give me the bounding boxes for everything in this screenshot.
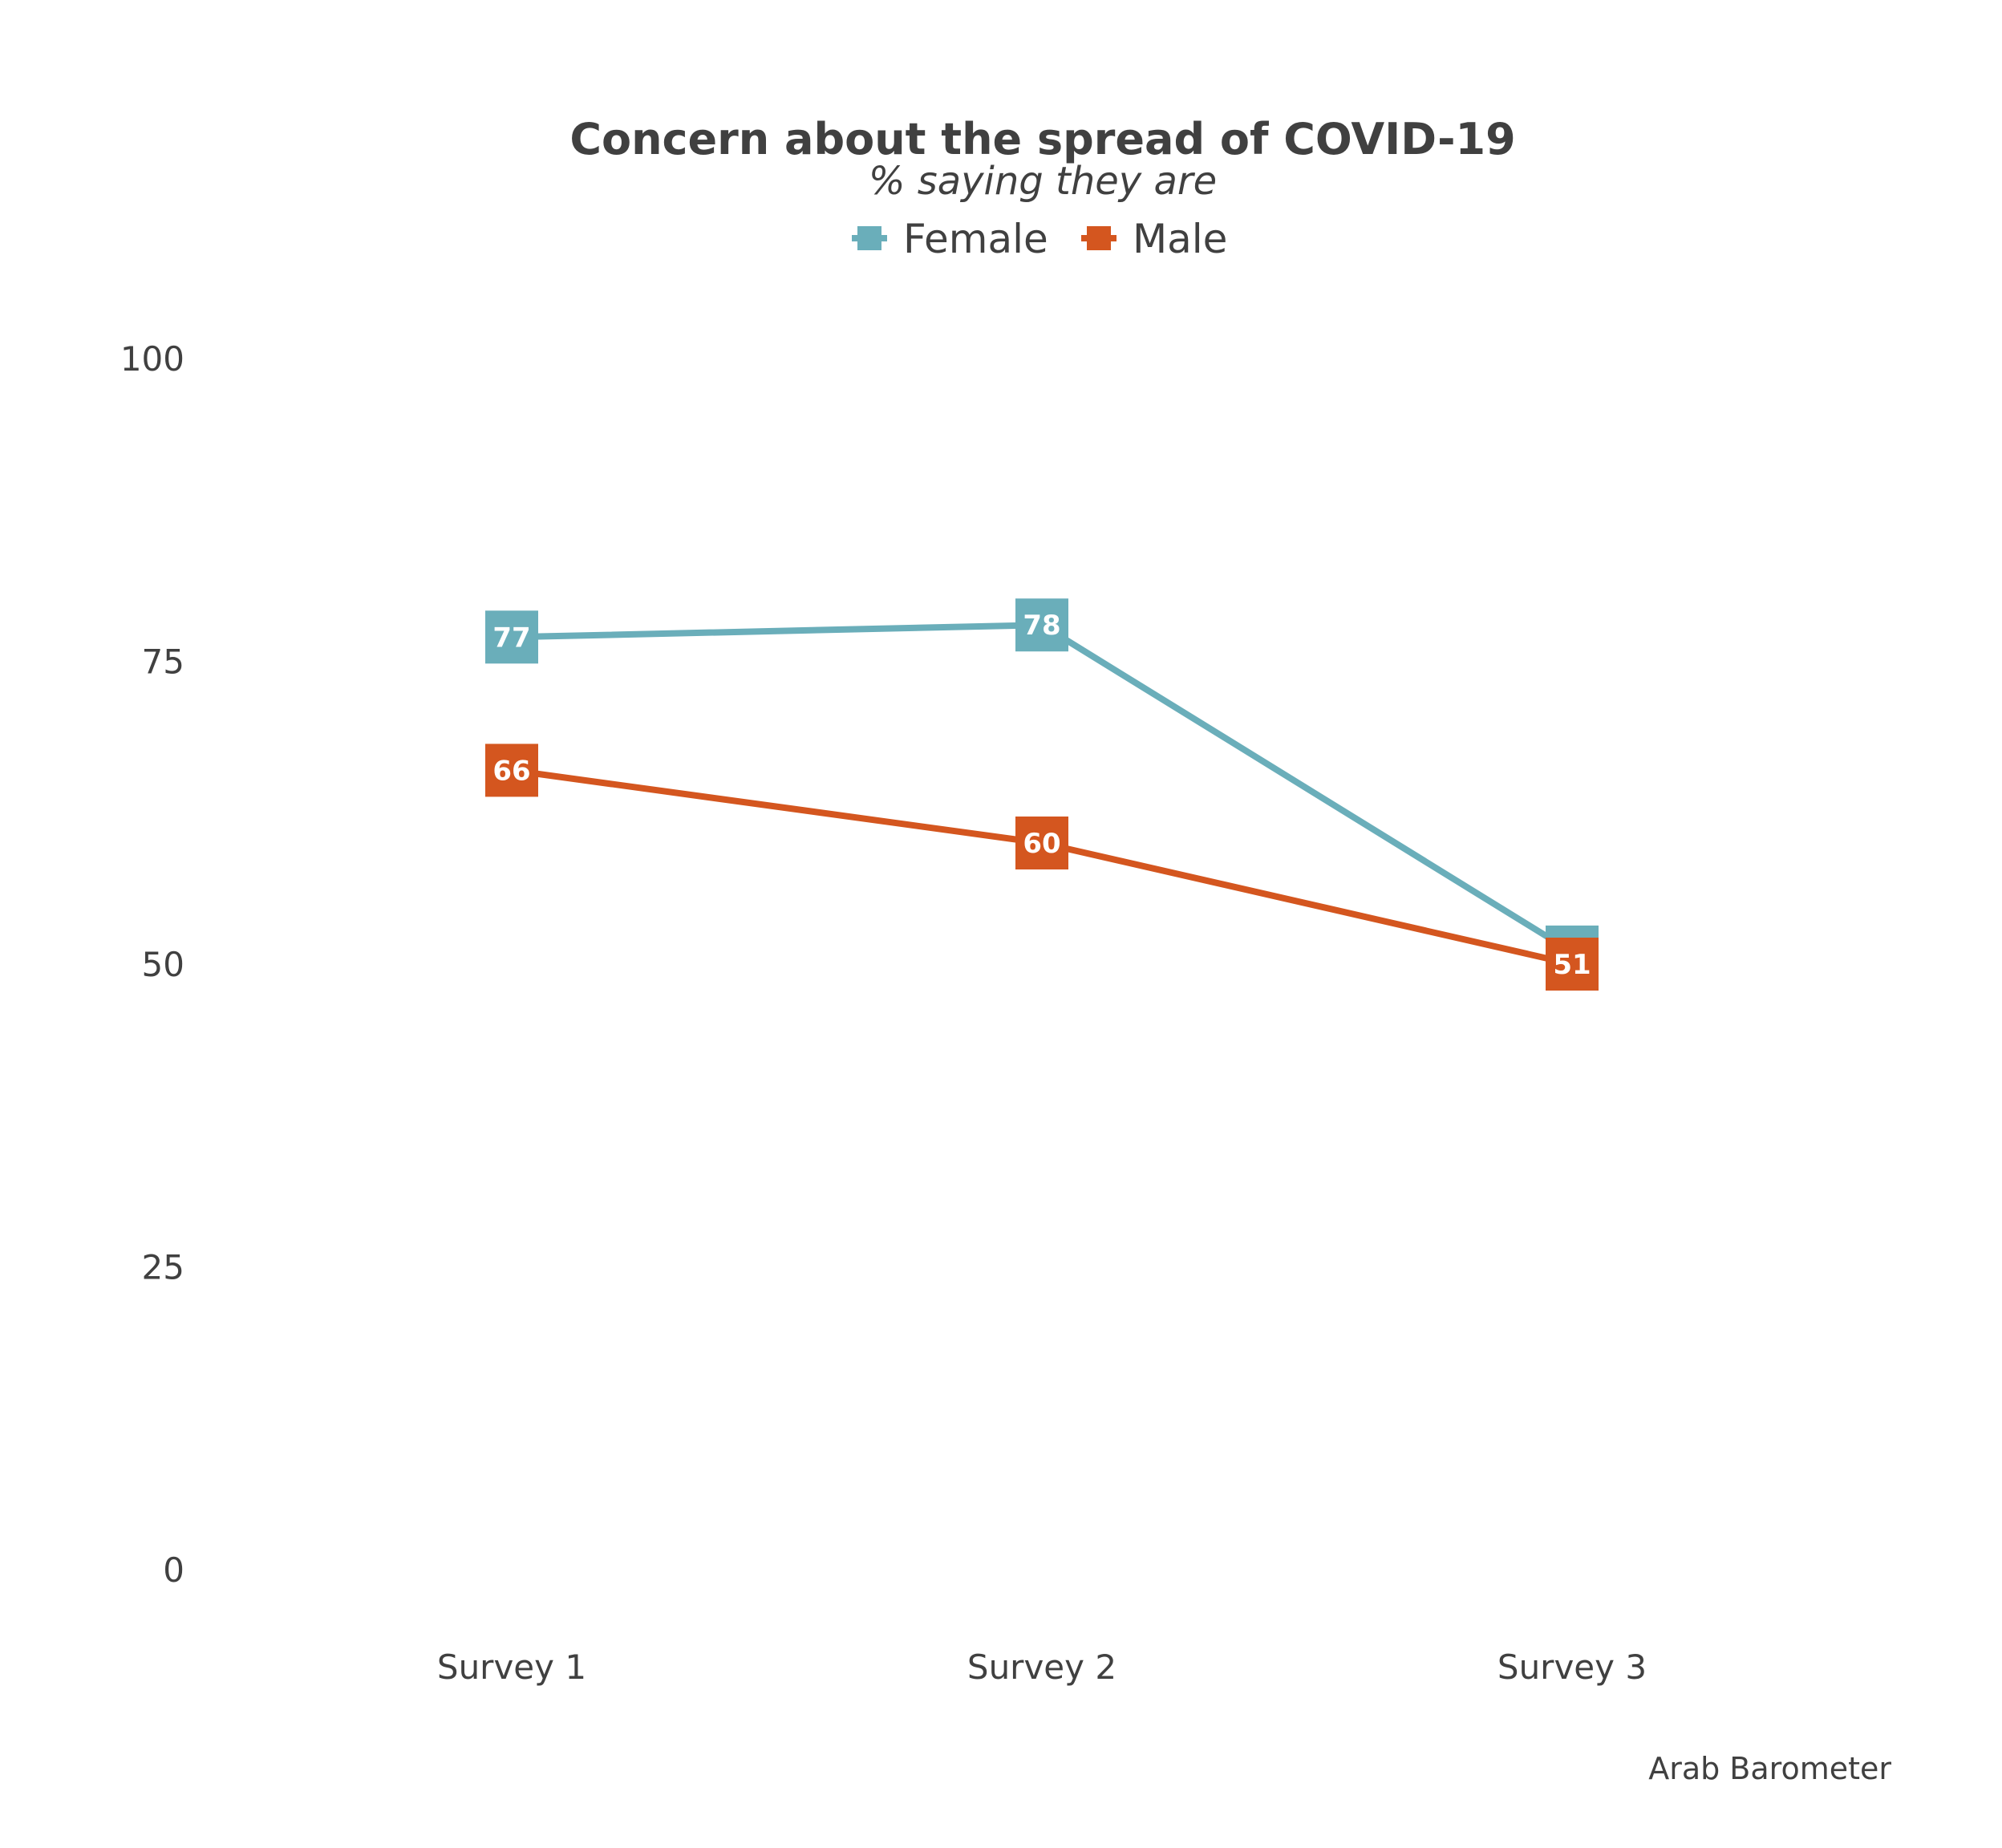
legend-label-male: Male [1133, 216, 1227, 262]
data-label-male: 66 [492, 755, 530, 787]
y-tick-label: 100 [120, 339, 184, 379]
y-axis-tick-labels: 0 25 50 75 100 [120, 339, 184, 1590]
data-point-male [1015, 817, 1068, 869]
series-line-female [511, 622, 1574, 955]
y-tick-label: 50 [142, 945, 184, 984]
legend-label-female: Female [903, 216, 1048, 262]
y-tick-label: 25 [142, 1248, 184, 1287]
chart-title: Concern about the spread of COVID-19 [569, 114, 1515, 164]
x-tick-label: Survey 2 [967, 1647, 1116, 1687]
x-tick-label: Survey 1 [437, 1647, 586, 1687]
legend-item-female: Female [852, 216, 1048, 262]
data-label-male: 51 [1553, 949, 1591, 981]
data-point-male [485, 744, 538, 797]
y-tick-label: 0 [163, 1550, 184, 1590]
source-caption: Arab Barometer [1648, 1751, 1891, 1786]
x-axis-tick-labels: Survey 1 Survey 2 Survey 3 [437, 1647, 1647, 1687]
data-point-female [1015, 598, 1068, 652]
legend-swatch-female-marker [857, 226, 881, 250]
series-layer: 77 78 66 60 51 [485, 598, 1599, 991]
series-male: 66 60 51 [485, 744, 1599, 991]
legend: Female Male [852, 216, 1227, 262]
data-label-female: 78 [1023, 610, 1060, 642]
chart-subtitle: % saying they are [869, 159, 1217, 204]
data-label-male: 60 [1023, 828, 1060, 860]
legend-item-male: Male [1081, 216, 1227, 262]
data-label-female: 77 [492, 622, 530, 654]
data-point-female [485, 610, 538, 664]
y-tick-label: 75 [142, 642, 184, 682]
data-point-male [1546, 938, 1599, 991]
x-tick-label: Survey 3 [1497, 1647, 1647, 1687]
legend-swatch-male-marker [1087, 226, 1111, 250]
